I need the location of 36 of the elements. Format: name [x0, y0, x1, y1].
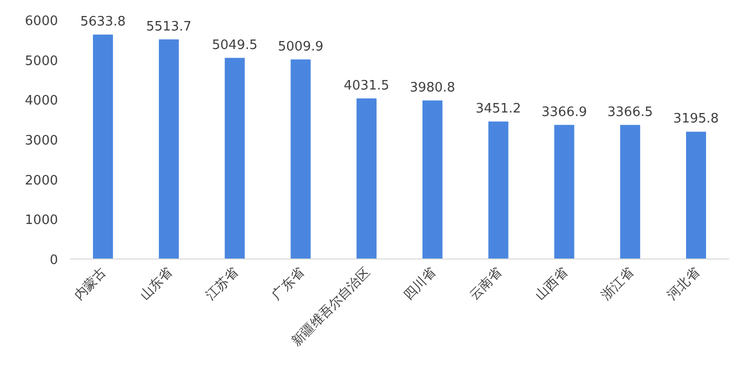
bar	[554, 124, 574, 259]
x-tick-label: 山西省	[532, 265, 572, 304]
data-label: 4031.5	[344, 78, 390, 94]
x-tick-label: 四川省	[401, 265, 440, 304]
x-tick-label: 山东省	[137, 265, 176, 304]
data-label: 5513.7	[146, 19, 192, 34]
x-tick-label: 内蒙古	[72, 265, 110, 304]
data-label: 5049.5	[212, 38, 258, 53]
data-label: 3366.9	[542, 104, 587, 120]
y-tick-label: 6000	[24, 14, 58, 29]
y-tick-label: 5000	[24, 54, 58, 69]
bar	[158, 39, 179, 259]
data-label: 3980.8	[410, 80, 456, 96]
x-tick-label: 浙江省	[598, 265, 637, 304]
bar	[224, 58, 245, 259]
y-tick-label: 3000	[24, 134, 58, 148]
bar	[92, 34, 113, 259]
bar	[356, 98, 377, 259]
y-tick-label: 0	[50, 253, 58, 268]
bar	[488, 122, 508, 259]
data-label: 5009.9	[278, 39, 324, 54]
bar	[422, 100, 442, 259]
x-tick-label: 河北省	[664, 265, 703, 304]
data-label: 5633.8	[80, 14, 126, 30]
bar	[290, 59, 311, 259]
bar	[620, 124, 640, 259]
y-tick-label: 4000	[24, 94, 58, 109]
x-tick-label: 江苏省	[203, 265, 242, 304]
y-tick-label: 2000	[24, 173, 58, 188]
bar	[686, 132, 706, 259]
data-label: 3451.2	[476, 102, 522, 117]
x-tick-label: 云南省	[466, 265, 506, 304]
data-label: 3195.8	[673, 112, 719, 127]
x-tick-label: 广东省	[269, 265, 308, 304]
y-tick-label: 1000	[24, 213, 58, 228]
data-label: 3366.5	[607, 104, 653, 120]
